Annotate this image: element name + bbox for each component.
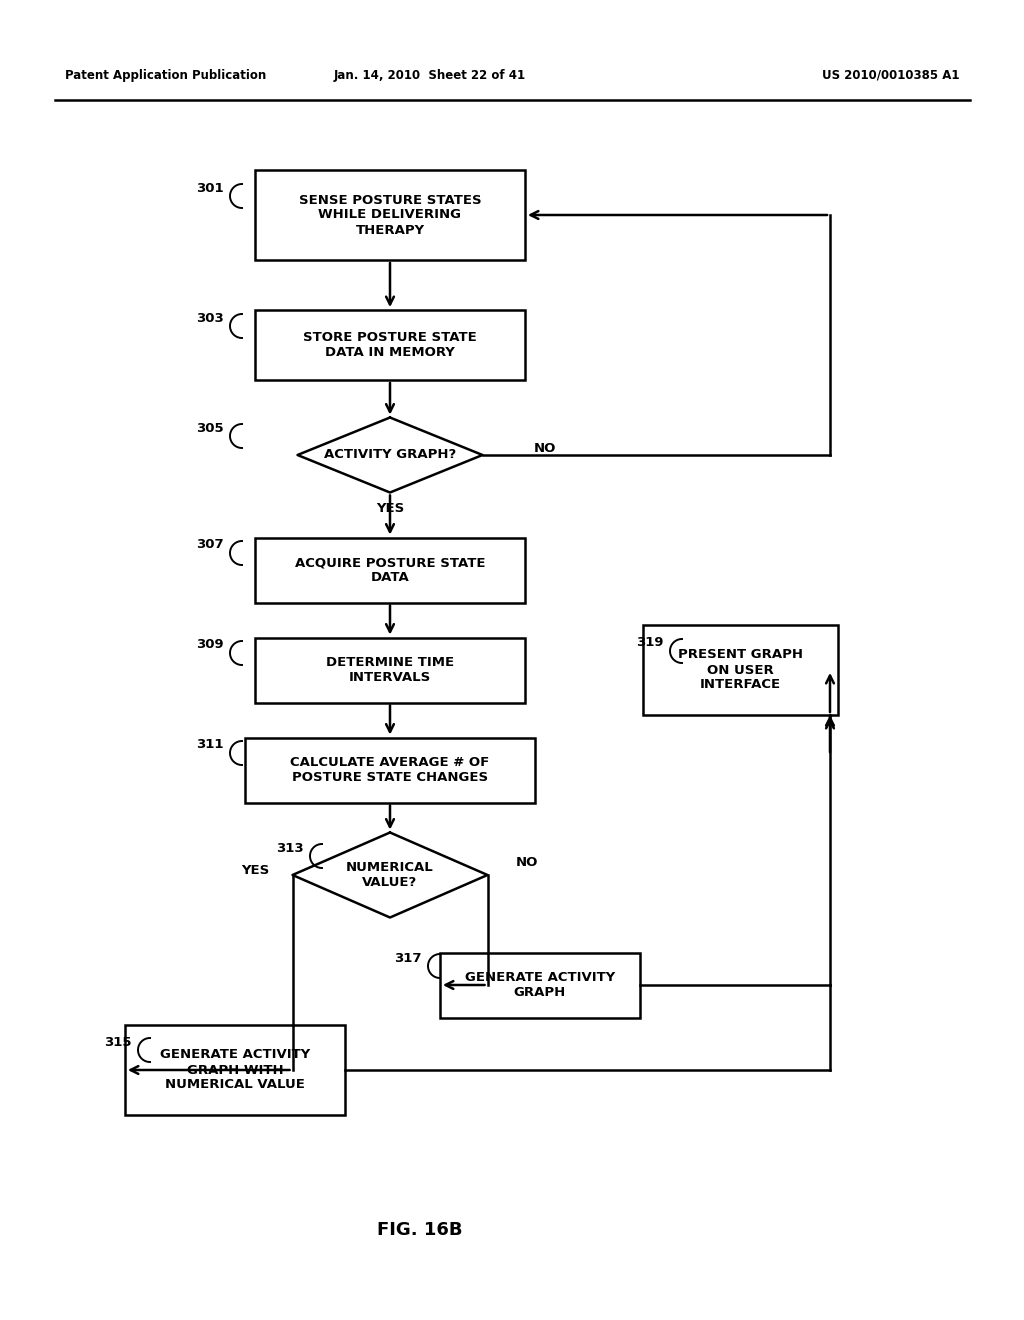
FancyBboxPatch shape bbox=[255, 170, 525, 260]
Text: 315: 315 bbox=[104, 1035, 132, 1048]
Text: CALCULATE AVERAGE # OF
POSTURE STATE CHANGES: CALCULATE AVERAGE # OF POSTURE STATE CHA… bbox=[291, 756, 489, 784]
Text: 311: 311 bbox=[197, 738, 224, 751]
Text: SENSE POSTURE STATES
WHILE DELIVERING
THERAPY: SENSE POSTURE STATES WHILE DELIVERING TH… bbox=[299, 194, 481, 236]
Text: US 2010/0010385 A1: US 2010/0010385 A1 bbox=[822, 69, 961, 82]
FancyBboxPatch shape bbox=[642, 624, 838, 715]
Text: GENERATE ACTIVITY
GRAPH: GENERATE ACTIVITY GRAPH bbox=[465, 972, 615, 999]
Text: 319: 319 bbox=[636, 636, 664, 649]
Text: GENERATE ACTIVITY
GRAPH WITH
NUMERICAL VALUE: GENERATE ACTIVITY GRAPH WITH NUMERICAL V… bbox=[160, 1048, 310, 1092]
Text: DETERMINE TIME
INTERVALS: DETERMINE TIME INTERVALS bbox=[326, 656, 454, 684]
Polygon shape bbox=[298, 417, 482, 492]
Text: NO: NO bbox=[516, 855, 539, 869]
FancyBboxPatch shape bbox=[440, 953, 640, 1018]
Text: 309: 309 bbox=[197, 639, 224, 652]
Text: 307: 307 bbox=[197, 539, 224, 552]
Text: 313: 313 bbox=[276, 842, 304, 854]
Text: NO: NO bbox=[534, 441, 556, 454]
Text: STORE POSTURE STATE
DATA IN MEMORY: STORE POSTURE STATE DATA IN MEMORY bbox=[303, 331, 477, 359]
Text: YES: YES bbox=[241, 863, 269, 876]
Text: Jan. 14, 2010  Sheet 22 of 41: Jan. 14, 2010 Sheet 22 of 41 bbox=[334, 69, 526, 82]
Text: 303: 303 bbox=[197, 312, 224, 325]
Text: 301: 301 bbox=[197, 181, 224, 194]
FancyBboxPatch shape bbox=[255, 310, 525, 380]
FancyBboxPatch shape bbox=[255, 638, 525, 702]
Polygon shape bbox=[293, 833, 487, 917]
Text: ACTIVITY GRAPH?: ACTIVITY GRAPH? bbox=[324, 449, 456, 462]
Text: Patent Application Publication: Patent Application Publication bbox=[65, 69, 266, 82]
FancyBboxPatch shape bbox=[245, 738, 535, 803]
Text: 305: 305 bbox=[197, 421, 224, 434]
Text: NUMERICAL
VALUE?: NUMERICAL VALUE? bbox=[346, 861, 434, 888]
Text: YES: YES bbox=[376, 502, 404, 515]
Text: FIG. 16B: FIG. 16B bbox=[377, 1221, 463, 1239]
Text: ACQUIRE POSTURE STATE
DATA: ACQUIRE POSTURE STATE DATA bbox=[295, 556, 485, 583]
Text: PRESENT GRAPH
ON USER
INTERFACE: PRESENT GRAPH ON USER INTERFACE bbox=[678, 648, 803, 692]
FancyBboxPatch shape bbox=[255, 537, 525, 602]
FancyBboxPatch shape bbox=[125, 1026, 345, 1115]
Text: 317: 317 bbox=[394, 952, 422, 965]
